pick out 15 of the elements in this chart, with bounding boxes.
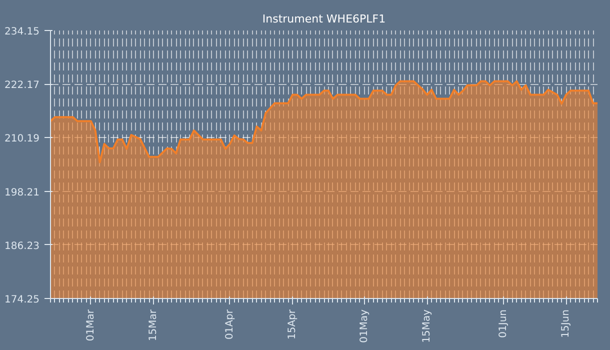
x-tick-label: 01May	[358, 309, 370, 343]
x-tick-label: 15Apr	[287, 308, 298, 340]
y-tick-label: 234.15	[4, 26, 40, 38]
y-tick-label: 174.25	[4, 294, 40, 306]
y-tick-label: 186.23	[4, 240, 40, 252]
x-tick-label: 01Jun	[498, 309, 509, 338]
x-tick-label: 15Mar	[148, 308, 160, 342]
y-tick-label: 198.21	[4, 187, 40, 198]
x-tick-label: 01Mar	[85, 308, 96, 342]
chart-title: Instrument WHE6PLF1	[262, 12, 386, 26]
x-tick-label: 15Jun	[560, 309, 572, 338]
x-tick-label: 01Apr	[224, 308, 236, 340]
y-tick-label: 222.17	[4, 80, 40, 92]
x-tick-label: 15May	[422, 309, 433, 343]
y-tick-label: 210.19	[4, 134, 40, 145]
